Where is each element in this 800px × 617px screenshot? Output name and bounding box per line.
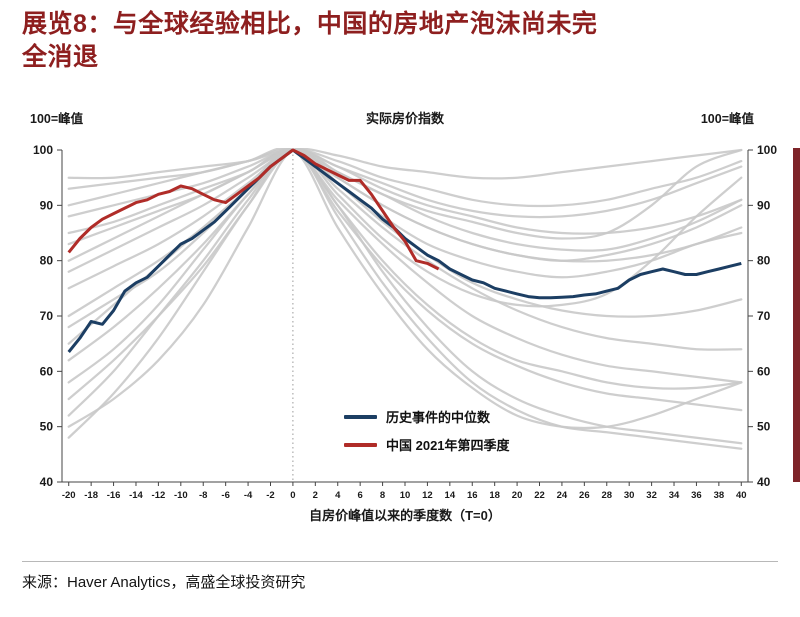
x-axis-tick-label: 0	[290, 490, 295, 501]
x-axis-tick-label: 22	[534, 490, 545, 501]
x-axis-tick-label: -4	[244, 490, 253, 501]
chart-title: 实际房价指数	[365, 111, 444, 126]
x-axis-tick-label: -10	[174, 490, 188, 501]
y-axis-tick-label: 100	[757, 143, 777, 157]
x-axis-tick-label: -20	[62, 490, 76, 501]
chart-line-gray-episode	[67, 148, 743, 273]
y-axis-tick-label: 90	[757, 198, 771, 212]
chart-line-gray-episode	[67, 148, 743, 450]
chart-line-gray-episode	[67, 148, 743, 290]
x-axis-tick-label: -2	[266, 490, 274, 501]
x-axis-tick-label: -8	[199, 490, 207, 501]
x-axis-tick-label: 16	[467, 490, 478, 501]
chart-line-gray-episode	[67, 148, 743, 445]
chart-legend: 历史事件的中位数 中国 2021年第四季度	[344, 407, 510, 454]
x-axis-tick-label: 36	[691, 490, 702, 501]
chart-line-gray-episode	[67, 148, 743, 235]
chart-line-gray-episode	[67, 148, 743, 428]
exhibit-title-line1: 展览8：与全球经验相比，中国的房地产泡沫尚未完	[22, 10, 598, 38]
y-axis-tick-label: 40	[757, 475, 771, 489]
median-line-swatch	[344, 414, 377, 419]
y-axis-tick-label: 50	[757, 420, 771, 434]
exhibit-title: 展览8：与全球经验相比，中国的房地产泡沫尚未完 全消退	[22, 8, 722, 73]
x-axis-tick-label: 14	[445, 490, 456, 501]
y-axis-tick-label: 90	[40, 198, 54, 212]
legend-label-china: 中国 2021年第四季度	[386, 438, 510, 453]
y-axis-tick-label: 80	[40, 254, 54, 268]
legend-item-china: 中国 2021年第四季度	[344, 435, 510, 454]
x-axis-title: 自房价峰值以来的季度数（T=0）	[309, 508, 501, 523]
y-axis-tick-label: 100	[33, 143, 53, 157]
y-axis-tick-label: 50	[40, 420, 54, 434]
china-line-swatch	[344, 442, 377, 447]
chart-line-china	[67, 148, 440, 271]
chart-line-gray-episode	[67, 148, 743, 412]
chart-line-gray-episode	[67, 148, 743, 384]
chart-line-gray-episode	[67, 148, 743, 417]
x-axis-tick-label: -14	[129, 490, 143, 501]
x-axis-tick-label: -12	[152, 490, 166, 501]
x-axis-tick-label: 38	[714, 490, 725, 501]
y-axis-tick-label: 70	[40, 309, 54, 323]
x-axis-tick-label: -6	[221, 490, 229, 501]
x-axis-tick-label: 32	[646, 490, 657, 501]
source-note: 来源：Haver Analytics，高盛全球投资研究	[22, 574, 306, 591]
x-axis-tick-label: 26	[579, 490, 590, 501]
page-edge-accent-bar	[793, 148, 800, 482]
chart-line-gray-episode	[67, 148, 743, 279]
x-axis-tick-label: 10	[400, 490, 411, 501]
chart-line-gray-episode	[67, 148, 743, 240]
x-axis-tick-label: 28	[601, 490, 612, 501]
x-axis-tick-label: 8	[380, 490, 385, 501]
x-axis-tick-label: -16	[107, 490, 121, 501]
y-axis-tick-label: 40	[40, 475, 54, 489]
chart-line-gray-episode	[67, 148, 743, 430]
x-axis-tick-label: 12	[422, 490, 433, 501]
x-axis-tick-label: 34	[669, 490, 680, 501]
x-axis-tick-label: 2	[313, 490, 318, 501]
chart-line-median	[67, 148, 742, 353]
x-axis-tick-label: 4	[335, 490, 341, 501]
legend-item-median: 历史事件的中位数	[344, 407, 510, 426]
y-axis-tick-label: 60	[757, 364, 771, 378]
x-axis-tick-label: 40	[736, 490, 747, 501]
y-axis-tick-label: 80	[757, 254, 771, 268]
x-axis-tick-label: -18	[84, 490, 98, 501]
x-axis-tick-label: 6	[358, 490, 363, 501]
chart-line-gray-episode	[67, 148, 743, 262]
chart-line-gray-episode	[67, 148, 743, 401]
footer-divider	[22, 561, 778, 562]
y-axis-tick-label: 60	[40, 364, 54, 378]
exhibit-title-line2: 全消退	[22, 42, 99, 71]
right-axis-caption: 100=峰值	[700, 112, 754, 126]
x-axis-tick-label: 30	[624, 490, 635, 501]
chart-line-gray-episode	[67, 148, 743, 263]
x-axis-tick-label: 20	[512, 490, 523, 501]
legend-label-median: 历史事件的中位数	[386, 410, 491, 425]
x-axis-tick-label: 18	[489, 490, 500, 501]
y-axis-tick-label: 70	[757, 309, 771, 323]
left-axis-caption: 100=峰值	[30, 112, 84, 126]
x-axis-tick-label: 24	[557, 490, 568, 501]
